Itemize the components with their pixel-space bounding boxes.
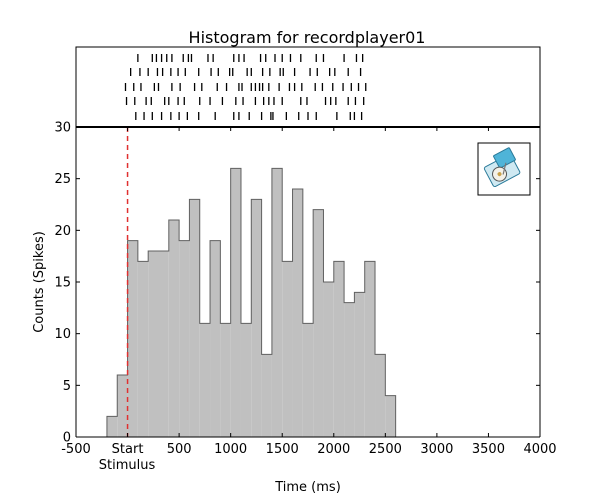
histogram-bar — [385, 395, 396, 437]
y-tick-label: 20 — [54, 224, 71, 239]
histogram-bar — [271, 168, 283, 438]
x-axis-label: Time (ms) — [274, 480, 341, 495]
histogram-bar — [323, 282, 334, 437]
x-tick-label: 4000 — [523, 442, 556, 457]
histogram-outline — [106, 167, 397, 437]
histogram-bar — [220, 323, 231, 437]
x-tick-label: 3500 — [472, 442, 505, 457]
histogram-bar — [117, 375, 128, 437]
histogram-bar — [261, 354, 272, 437]
histogram-bar — [230, 168, 241, 438]
x-tick-label: 1000 — [214, 442, 247, 457]
histogram-bar — [251, 199, 262, 437]
histogram-bar — [168, 220, 180, 437]
y-axis-ticks: 0 5 10 15 20 25 30 — [54, 121, 540, 446]
histogram-bar — [292, 189, 303, 437]
y-tick-label: 15 — [54, 276, 71, 291]
x-axis-ticks: -500 Start 500 1000 1500 2000 2500 3000 3500 4000 — [61, 127, 557, 457]
y-tick-label: 0 — [63, 431, 71, 446]
chart-title: Histogram for recordplayer01 — [189, 28, 426, 47]
y-tick-label: 10 — [54, 327, 71, 342]
histogram-bars — [106, 168, 396, 438]
histogram-bar — [210, 240, 221, 437]
histogram-bar — [282, 261, 293, 437]
y-tick-label: 5 — [63, 379, 71, 394]
histogram-bar — [199, 323, 211, 437]
record-player-icon — [477, 142, 531, 196]
histogram-bar — [137, 261, 149, 437]
histogram-bar — [179, 240, 190, 437]
y-axis-label: Counts (Spikes) — [32, 231, 47, 333]
x-tick-label: 1500 — [266, 442, 299, 457]
histogram-bar — [302, 323, 314, 437]
histogram-bar — [127, 240, 138, 437]
histogram-bar — [375, 354, 386, 437]
histogram-bar — [106, 416, 118, 437]
histogram-bar — [354, 292, 365, 437]
y-tick-label: 25 — [54, 172, 71, 187]
spike-raster — [124, 54, 367, 120]
histogram-bar — [240, 323, 252, 437]
x-tick-label: 2000 — [317, 442, 350, 457]
histogram-bar — [189, 199, 200, 437]
x-tick-label: -500 — [61, 442, 91, 457]
histogram-bar — [313, 209, 324, 437]
x-tick-label: 3000 — [420, 442, 453, 457]
histogram-bar — [344, 302, 355, 437]
y-tick-label: 30 — [54, 121, 71, 136]
histogram-bar — [148, 251, 159, 437]
x-tick-label: Start — [112, 442, 144, 457]
histogram-bar — [333, 261, 345, 437]
x-tick-sublabel: Stimulus — [99, 458, 156, 473]
histogram-bar — [364, 261, 376, 437]
x-tick-label: 500 — [167, 442, 192, 457]
x-tick-label: 2500 — [369, 442, 402, 457]
histogram-bar — [158, 251, 169, 437]
